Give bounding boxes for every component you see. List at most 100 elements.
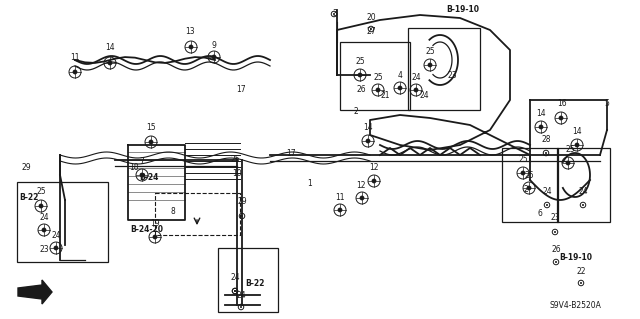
- Text: 5: 5: [605, 99, 609, 108]
- Text: B-22: B-22: [245, 278, 265, 287]
- Text: 24: 24: [542, 188, 552, 197]
- Text: 25: 25: [524, 170, 534, 180]
- Text: 2: 2: [354, 108, 358, 116]
- Text: 11: 11: [335, 194, 345, 203]
- Text: 14: 14: [363, 123, 373, 132]
- Text: 23: 23: [550, 213, 560, 222]
- Text: 24: 24: [236, 291, 246, 300]
- Bar: [557, 148, 610, 222]
- Text: 26: 26: [356, 85, 366, 93]
- Text: 12: 12: [369, 164, 379, 173]
- Circle shape: [241, 215, 243, 217]
- Circle shape: [559, 115, 563, 120]
- Text: B-19-10: B-19-10: [559, 254, 593, 263]
- Circle shape: [580, 282, 582, 284]
- Text: B-22: B-22: [19, 194, 38, 203]
- Text: S9V4-B2520A: S9V4-B2520A: [549, 301, 601, 310]
- Circle shape: [338, 208, 342, 212]
- Bar: [218, 248, 278, 312]
- Text: 24: 24: [411, 72, 421, 81]
- Bar: [17, 182, 108, 262]
- Circle shape: [575, 143, 579, 147]
- Text: 19: 19: [150, 219, 160, 228]
- Text: 21: 21: [380, 92, 390, 100]
- Text: 25: 25: [565, 145, 575, 154]
- Circle shape: [520, 171, 525, 175]
- Circle shape: [360, 196, 364, 200]
- Circle shape: [372, 179, 376, 183]
- Text: 2: 2: [524, 186, 529, 195]
- Circle shape: [72, 70, 77, 74]
- Circle shape: [546, 204, 548, 206]
- Circle shape: [108, 61, 113, 65]
- Text: 10: 10: [232, 169, 242, 179]
- Text: 25: 25: [518, 155, 528, 165]
- Circle shape: [54, 246, 58, 250]
- Text: B-19-10: B-19-10: [447, 5, 479, 14]
- Circle shape: [539, 125, 543, 130]
- Text: B-24: B-24: [140, 174, 159, 182]
- Text: 7: 7: [140, 158, 145, 167]
- Text: 12: 12: [356, 182, 365, 190]
- Text: 11: 11: [70, 54, 80, 63]
- Text: 4: 4: [397, 70, 403, 79]
- Circle shape: [152, 234, 157, 239]
- Text: 17: 17: [236, 85, 246, 94]
- Text: 23: 23: [447, 70, 457, 79]
- Circle shape: [38, 204, 44, 208]
- Circle shape: [333, 13, 335, 15]
- Text: 1: 1: [308, 179, 312, 188]
- Text: B-24-20: B-24-20: [131, 225, 163, 234]
- Circle shape: [582, 204, 584, 206]
- Circle shape: [365, 138, 371, 144]
- Circle shape: [212, 55, 216, 59]
- Text: 25: 25: [230, 154, 240, 164]
- Circle shape: [566, 160, 570, 165]
- Circle shape: [189, 45, 193, 49]
- Text: 24: 24: [419, 92, 429, 100]
- Circle shape: [234, 290, 236, 292]
- Text: 25: 25: [355, 57, 365, 66]
- Circle shape: [413, 88, 419, 93]
- Text: 24: 24: [230, 272, 240, 281]
- Circle shape: [358, 73, 362, 78]
- Text: 26: 26: [551, 246, 561, 255]
- Text: FR.: FR.: [31, 291, 45, 300]
- Circle shape: [545, 152, 547, 154]
- Bar: [340, 42, 410, 110]
- Text: 29: 29: [21, 164, 31, 173]
- Circle shape: [370, 28, 372, 30]
- Text: 24: 24: [39, 213, 49, 222]
- Circle shape: [428, 63, 433, 67]
- Polygon shape: [18, 280, 52, 304]
- Text: 9: 9: [212, 41, 216, 49]
- Circle shape: [554, 231, 556, 233]
- Text: 22: 22: [576, 266, 586, 276]
- Text: 25: 25: [36, 188, 46, 197]
- Text: 18: 18: [129, 164, 139, 173]
- Text: 8: 8: [171, 207, 175, 217]
- Text: 14: 14: [536, 108, 546, 117]
- Circle shape: [527, 186, 531, 190]
- Text: 16: 16: [557, 99, 567, 108]
- Text: 25: 25: [373, 72, 383, 81]
- Text: 6: 6: [538, 209, 543, 218]
- Text: 27: 27: [366, 27, 376, 36]
- Circle shape: [555, 261, 557, 263]
- Text: 14: 14: [572, 127, 582, 136]
- Circle shape: [397, 85, 403, 90]
- Text: 15: 15: [146, 122, 156, 131]
- Text: 3: 3: [333, 9, 337, 18]
- Circle shape: [148, 140, 154, 145]
- Bar: [155, 193, 240, 235]
- Circle shape: [376, 88, 380, 93]
- Text: 28: 28: [541, 136, 551, 145]
- Circle shape: [42, 227, 47, 233]
- Text: 20: 20: [366, 12, 376, 21]
- Bar: [408, 28, 480, 110]
- Text: 24: 24: [578, 188, 588, 197]
- Text: 17: 17: [286, 149, 296, 158]
- Text: 23: 23: [39, 244, 49, 254]
- Text: 13: 13: [185, 27, 195, 36]
- Text: 25: 25: [425, 48, 435, 56]
